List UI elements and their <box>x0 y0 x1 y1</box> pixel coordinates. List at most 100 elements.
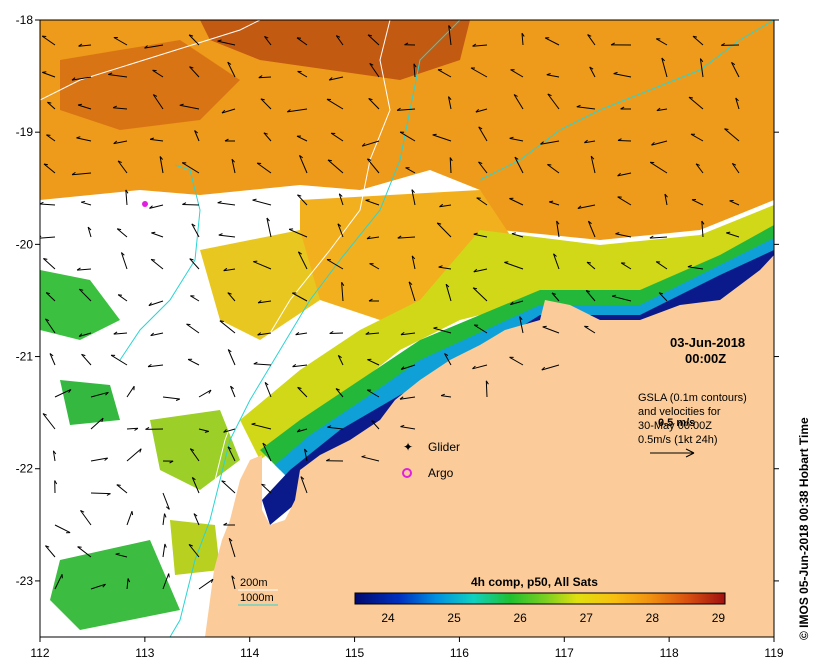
gsla-note-line2: and velocities for <box>638 406 721 418</box>
velocity-arrow <box>411 255 416 270</box>
velocity-arrow <box>397 236 416 239</box>
velocity-arrowhead <box>724 128 729 130</box>
velocity-arrow <box>472 44 488 47</box>
velocity-arrowhead <box>297 194 302 197</box>
velocity-arrowhead <box>43 258 48 260</box>
velocity-arrowhead <box>327 425 332 428</box>
velocity-arrowhead <box>104 457 109 461</box>
velocity-arrowhead <box>656 107 661 111</box>
isobath-200m-label: 200m <box>240 577 268 589</box>
velocity-arrow <box>150 138 164 142</box>
velocity-arrowhead <box>81 200 86 203</box>
velocity-arrowhead <box>365 331 370 335</box>
velocity-arrow <box>52 450 56 462</box>
velocity-arrow <box>448 25 452 46</box>
velocity-arrow <box>367 158 380 174</box>
velocity-arrow <box>688 96 704 110</box>
velocity-arrow <box>476 197 488 206</box>
velocity-arrow <box>228 538 236 558</box>
velocity-arrow <box>126 578 129 590</box>
velocity-arrow <box>41 35 56 46</box>
velocity-arrow <box>45 545 56 558</box>
velocity-arrow <box>432 134 452 142</box>
velocity-arrow <box>162 492 170 510</box>
velocity-arrowhead <box>478 126 483 130</box>
velocity-arrowhead <box>169 460 174 464</box>
velocity-arrow <box>181 162 200 174</box>
velocity-arrow <box>150 332 164 337</box>
velocity-arrow <box>509 198 524 206</box>
velocity-arrowhead <box>258 75 263 79</box>
velocity-arrowhead <box>42 413 47 416</box>
velocity-arrow <box>649 236 668 239</box>
velocity-arrowhead <box>46 134 51 136</box>
velocity-arrow <box>292 364 308 368</box>
velocity-arrow <box>189 66 200 78</box>
velocity-arrow <box>78 44 92 47</box>
velocity-arrowhead <box>367 34 373 37</box>
velocity-arrow <box>473 268 488 273</box>
velocity-arrowhead <box>547 164 552 166</box>
velocity-arrowhead <box>228 537 233 542</box>
velocity-arrow <box>125 189 128 206</box>
velocity-arrow <box>198 428 209 432</box>
velocity-arrow <box>664 194 668 206</box>
velocity-arrowhead <box>144 45 148 49</box>
glider-legend-label: Glider <box>428 440 460 454</box>
y-tick-label: -21 <box>16 350 34 364</box>
velocity-arrow <box>475 108 488 113</box>
velocity-arrow <box>49 353 56 366</box>
velocity-arrowhead <box>227 61 232 65</box>
velocity-arrow <box>439 204 452 208</box>
velocity-arrowhead <box>328 77 333 81</box>
velocity-arrowhead <box>541 366 546 371</box>
velocity-arrowhead <box>341 282 345 286</box>
velocity-arrow <box>162 543 166 558</box>
velocity-arrowhead <box>399 396 404 400</box>
x-tick-label: 115 <box>345 646 364 660</box>
velocity-arrow <box>72 172 92 176</box>
velocity-arrow <box>587 34 596 46</box>
velocity-arrow <box>217 40 236 46</box>
velocity-arrow <box>251 423 272 430</box>
velocity-arrowhead <box>71 77 76 81</box>
velocity-arrowhead <box>261 483 266 486</box>
velocity-arrow <box>144 44 164 49</box>
velocity-arrowhead <box>408 281 413 286</box>
velocity-arrowhead <box>76 136 81 139</box>
velocity-arrow <box>179 104 200 110</box>
velocity-arrowhead <box>651 141 655 146</box>
velocity-arrowhead <box>189 258 194 261</box>
velocity-arrow <box>159 156 164 174</box>
x-tick-label: 117 <box>555 646 574 660</box>
y-tick-label: -18 <box>16 13 34 27</box>
velocity-arrow <box>509 356 524 366</box>
velocity-arrow <box>116 484 128 494</box>
gsla-note-line4: 0.5m/s (1kt 24h) <box>638 434 717 446</box>
velocity-arrowhead <box>700 58 704 63</box>
velocity-arrow <box>227 61 236 78</box>
velocity-arrow <box>297 194 308 206</box>
velocity-arrowhead <box>735 97 739 102</box>
velocity-arrow <box>162 396 180 400</box>
colorbar-ticks: 24 25 26 27 28 29 <box>381 611 725 625</box>
velocity-arrowhead <box>227 446 232 450</box>
velocity-arrow <box>549 201 560 206</box>
velocity-arrow <box>509 137 524 142</box>
velocity-arrowhead <box>611 294 617 297</box>
velocity-arrowhead <box>189 66 194 69</box>
velocity-arrowhead <box>264 35 269 39</box>
velocity-arrow <box>223 268 236 272</box>
velocity-arrow <box>108 74 128 78</box>
velocity-arrowhead <box>367 158 372 161</box>
x-tick-label: 113 <box>135 646 154 660</box>
velocity-arrow <box>297 387 308 398</box>
isobath-1000m-label: 1000m <box>240 592 274 604</box>
velocity-arrow <box>541 364 560 371</box>
velocity-arrowhead <box>186 323 191 326</box>
velocity-arrow <box>329 332 344 334</box>
velocity-arrowhead <box>449 157 453 162</box>
velocity-arrow <box>90 583 106 590</box>
velocity-arrow <box>81 201 92 206</box>
velocity-arrow <box>252 199 272 206</box>
